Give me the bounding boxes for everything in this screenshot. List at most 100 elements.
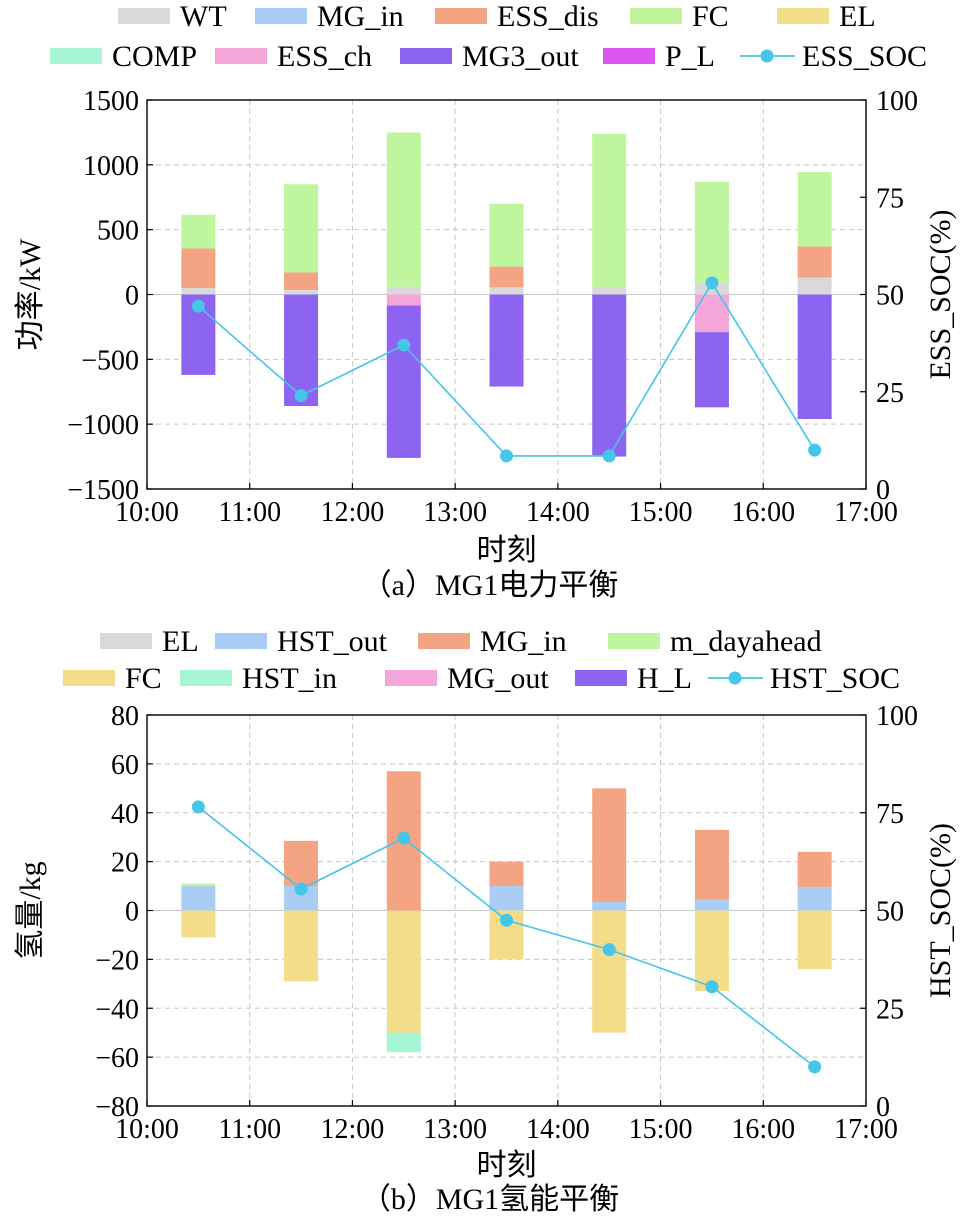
chart1-y2-tick-label: 25 [876, 378, 904, 409]
chart2-bar-fc [797, 910, 832, 970]
chart2-x-tick-label: 15:00 [629, 1114, 693, 1145]
chart2-y2-tick-label: 75 [876, 799, 904, 830]
chart2-legend-label-mg-in: MG_in [480, 625, 567, 658]
chart2-legend-label-m-dayahead: m_dayahead [670, 625, 822, 658]
chart1-soc-point [397, 338, 411, 352]
chart1-bar-fc [181, 214, 216, 249]
chart1-legend-label-p-l: P_L [665, 40, 715, 73]
chart2-bar-hst-out [694, 899, 729, 911]
chart2-y2-tick-label: 0 [876, 1092, 890, 1123]
chart2-x-tick-label: 13:00 [423, 1114, 487, 1145]
chart2-y-tick-label: 80 [111, 701, 139, 732]
chart1-legend-label-ess-dis: ESS_dis [497, 0, 599, 33]
chart2-bar-fc [284, 910, 319, 982]
chart1-legend-label-mg-in: MG_in [317, 0, 404, 33]
chart1-x-tick-label: 13:00 [423, 497, 487, 528]
chart1-bar-wt [181, 288, 216, 295]
chart1-bar-fc [489, 203, 524, 267]
chart2-legend-label-fc: FC [125, 662, 162, 695]
chart1-soc-point [808, 443, 822, 457]
chart1-bar-ess-dis [181, 248, 216, 289]
chart1-bar-wt [489, 287, 524, 295]
chart1-legend-label-el: EL [839, 0, 876, 33]
chart1-x-tick-label: 14:00 [526, 497, 590, 528]
chart2-bar-mg-in [797, 851, 832, 888]
chart1-y-tick-label: 0 [125, 281, 139, 312]
chart2-y-axis-title: 氢量/kg [14, 861, 47, 959]
chart1-bar-fc [386, 132, 421, 287]
chart2-y-tick-label: 20 [111, 848, 139, 879]
chart2-legend-swatch-mg-in [418, 633, 470, 649]
chart1-soc-point [500, 449, 513, 463]
chart2-legend-label-mg-out: MG_out [447, 662, 549, 695]
chart1-bar-fc [284, 184, 319, 273]
chart2-bar-hst-out [181, 886, 216, 911]
chart2-soc-point [500, 913, 513, 927]
chart1-legend-label-mg3-out: MG3_out [462, 40, 579, 73]
chart2-x-tick-label: 16:00 [731, 1114, 795, 1145]
chart1-legend-swatch-ess-dis [435, 8, 487, 24]
chart2-bar-fc [386, 910, 421, 1033]
chart1-bar-mg3-out [694, 332, 729, 408]
chart1-caption: （a）MG1电力平衡 [362, 569, 619, 602]
chart1-bar-wt [284, 289, 319, 295]
chart2-y2-tick-label: 50 [876, 897, 904, 928]
chart2-bar-fc [694, 910, 729, 992]
chart1-bar-fc [797, 171, 832, 247]
chart1-soc-point [705, 276, 719, 290]
chart2-bar-hst-in [386, 1032, 421, 1053]
chart1-bar-wt [592, 288, 627, 295]
chart1-bar-mg3-out [489, 294, 524, 387]
chart2-y-tick-label: −40 [95, 994, 139, 1025]
chart1-legend-label-wt: WT [180, 0, 227, 33]
chart1-y-tick-label: −1500 [67, 475, 139, 506]
chart1-legend-swatch-el [777, 8, 829, 24]
chart2-y-tick-label: 0 [125, 897, 139, 928]
chart1-x-tick-label: 11:00 [218, 497, 281, 528]
chart1-bar-wt [797, 277, 832, 295]
chart1-bar-wt [386, 286, 421, 295]
chart1-x-tick-label: 10:00 [115, 497, 179, 528]
chart2-bar-hst-out [797, 887, 832, 911]
chart1-x-tick-label: 12:00 [321, 497, 385, 528]
chart1-bar-ess-ch [694, 294, 729, 333]
chart1-legend-swatch-wt [118, 8, 170, 24]
chart2-caption: （b）MG1氢能平衡 [361, 1183, 619, 1214]
chart2-y2-axis-title: HST_SOC(%) [924, 823, 957, 998]
chart2-legend-label-h-l: H_L [637, 662, 692, 695]
chart1-soc-point [602, 449, 616, 463]
chart2-legend-swatch-fc [63, 670, 115, 686]
chart2-legend-label-hst-out: HST_out [277, 625, 388, 658]
chart1-y2-axis-title: ESS_SOC(%) [924, 209, 957, 379]
chart2-bar-mg-in [489, 861, 524, 887]
chart1-legend-label-ess-ch: ESS_ch [277, 40, 372, 73]
chart1-y2-tick-label: 50 [876, 281, 904, 312]
chart2-x-tick-label: 11:00 [218, 1114, 281, 1145]
chart1-legend-marker-ess_soc [760, 49, 774, 63]
chart1-x-tick-label: 15:00 [629, 497, 693, 528]
chart1-bar-ess-dis [489, 266, 524, 288]
chart1-bar-mg3-out [797, 294, 832, 419]
chart1-bar-fc [592, 133, 627, 289]
chart1-x-axis-title: 时刻 [477, 534, 537, 567]
chart1-soc-point [191, 299, 205, 313]
chart1-y-tick-label: −1000 [67, 410, 139, 441]
chart2-y2-tick-label: 100 [876, 701, 918, 732]
chart1-bar-mg3-out [284, 294, 319, 407]
chart1-bar-ess-dis [284, 272, 319, 290]
chart1-bar-fc [694, 181, 729, 283]
chart2-x-tick-label: 17:00 [834, 1114, 898, 1145]
chart1-legend-swatch-ess-ch [215, 48, 267, 64]
chart2-x-tick-label: 14:00 [526, 1114, 590, 1145]
chart2-bar-fc [592, 910, 627, 1033]
chart2-bar-mg-in [284, 840, 319, 887]
chart1-soc-point [294, 389, 308, 403]
chart1-bar-ess-ch [386, 294, 421, 306]
chart1-y-axis-title: 功率/kW [14, 238, 47, 350]
chart2-legend-swatch-m-dayahead [608, 633, 660, 649]
chart1-x-tick-label: 16:00 [731, 497, 795, 528]
chart2-x-tick-label: 12:00 [321, 1114, 385, 1145]
chart1-legend-swatch-comp [50, 48, 102, 64]
chart2-legend-swatch-el [100, 633, 152, 649]
chart2-soc-point [705, 980, 719, 994]
